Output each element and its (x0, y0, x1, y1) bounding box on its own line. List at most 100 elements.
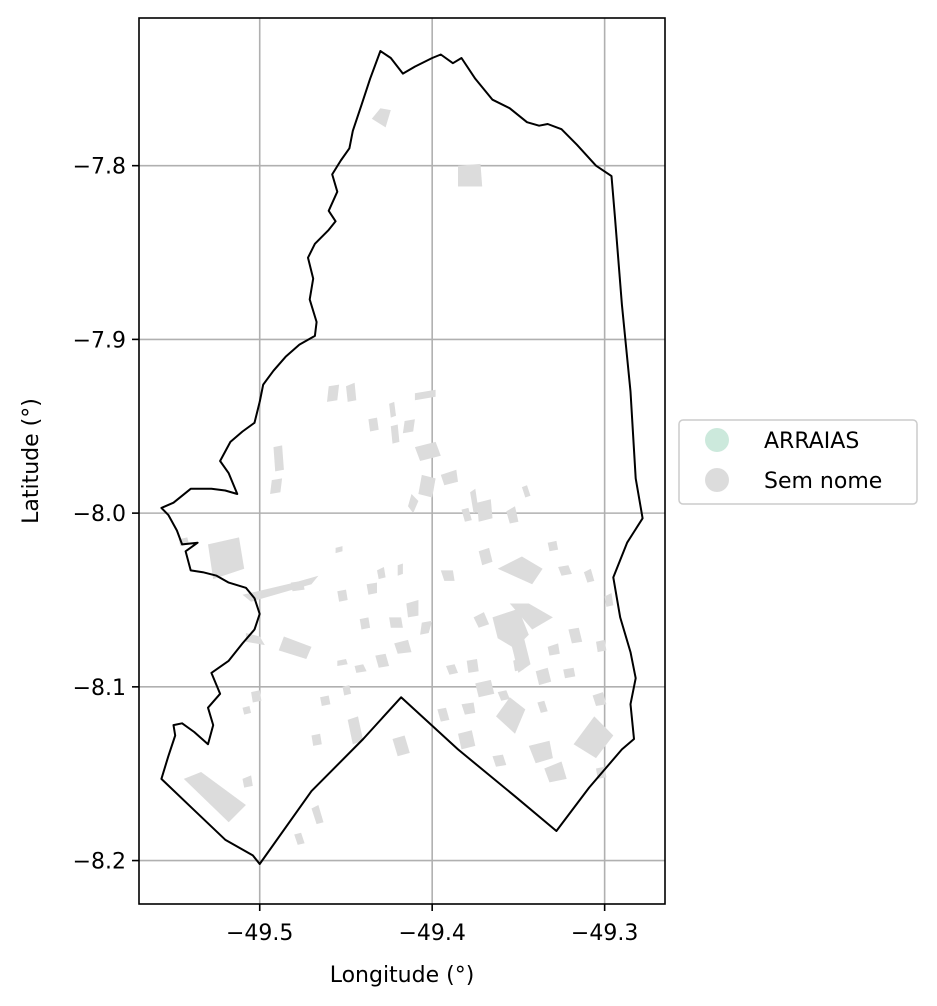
sem-nome-area (208, 537, 245, 580)
sem-nome-area (242, 775, 253, 788)
sem-nome-area (347, 716, 364, 745)
sem-nome-area (418, 474, 436, 498)
sem-nome-area (251, 690, 262, 703)
sem-nome-area (461, 702, 476, 715)
x-tick-label: −49.3 (571, 921, 638, 946)
sem-nome-area (377, 567, 386, 580)
y-tick-label: −8.2 (73, 850, 126, 875)
sem-nome-area (420, 620, 433, 635)
sem-nome-area (408, 494, 419, 514)
legend-frame (678, 419, 918, 505)
sem-nome-area (478, 547, 493, 566)
sem-nome-area (311, 733, 322, 746)
sem-nome-area (392, 735, 410, 757)
sem-nome-area (544, 761, 567, 783)
sem-nome-area (583, 568, 595, 583)
sem-nome-area (371, 108, 391, 128)
map-features (160, 50, 644, 865)
x-axis-label: Longitude (°) (330, 963, 475, 988)
x-tick-label: −49.5 (226, 921, 293, 946)
sem-nome-area (509, 629, 531, 673)
axis-ticks: −49.5 −49.4 −49.3 −7.8 −7.9 −8.0 −8.1 −8.2 (73, 155, 639, 946)
sem-nome-area (346, 382, 357, 402)
gridlines (139, 18, 665, 904)
sem-nome-area (477, 499, 493, 522)
legend-label-sem-nome: Sem nome (764, 469, 882, 494)
sem-nome-area (375, 653, 390, 668)
sem-nome-area (366, 582, 377, 595)
plot-frame (138, 17, 666, 905)
sem-nome-area (278, 636, 312, 659)
plot-area (139, 18, 665, 904)
x-tick-label: −49.4 (398, 921, 465, 946)
sem-nome-area (394, 639, 412, 654)
sem-nome-area (521, 485, 531, 498)
sem-nome-area (506, 506, 519, 524)
sem-nome-area (359, 617, 371, 630)
sem-nome-area (596, 639, 607, 653)
sem-nome-area (337, 589, 348, 602)
legend-marker-sem-nome (705, 468, 729, 492)
sem-nome-area (458, 730, 476, 750)
sem-nome-area (458, 163, 483, 187)
sem-nome-area (337, 659, 348, 666)
y-tick-label: −7.9 (73, 328, 126, 353)
sem-nome-area (509, 603, 553, 630)
sem-nome-area (290, 580, 305, 592)
sem-nome-area (406, 600, 419, 618)
legend-marker-arraias (705, 428, 729, 452)
sem-nome-area (604, 593, 614, 607)
sem-nome-area (497, 556, 543, 585)
sem-nome-area (414, 389, 436, 401)
sem-nome-area (475, 679, 495, 698)
sem-nome-area (563, 667, 576, 679)
sem-nome-area (354, 664, 367, 673)
sem-nome-area (547, 643, 560, 656)
sem-nome-area (294, 832, 305, 845)
sem-nome-area (446, 664, 458, 675)
sem-nome-area (335, 546, 343, 554)
sem-nome-area (342, 685, 352, 696)
sem-nome-area (389, 401, 396, 418)
sem-nome-area (273, 445, 284, 472)
sem-nome-area (528, 740, 553, 764)
sem-nome-area (327, 384, 340, 402)
sem-nome-area (390, 424, 400, 444)
sem-nome-area (440, 570, 455, 581)
sem-nome-area (513, 657, 524, 672)
sem-nome-area (492, 754, 507, 767)
legend-label-arraias: ARRAIAS (764, 429, 859, 454)
y-tick-label: −8.1 (73, 676, 126, 701)
sem-nome-area (270, 478, 283, 494)
sem-nome-area (437, 707, 450, 722)
sem-nome-area (245, 633, 265, 646)
sem-nome-area (573, 716, 614, 759)
sem-nome-area (496, 697, 526, 734)
sem-nome-area (592, 692, 607, 706)
sem-nome-area (547, 540, 559, 552)
sem-nome-area (368, 417, 379, 432)
sem-nome-area (440, 469, 458, 486)
y-tick-label: −7.8 (73, 155, 126, 180)
sem-nome-area (402, 419, 415, 434)
sem-nome-area (183, 772, 246, 823)
y-axis-label: Latitude (°) (19, 398, 44, 524)
sem-nome-area (568, 627, 583, 644)
sem-nome-area (397, 563, 403, 576)
sem-nome-area (242, 706, 252, 715)
sem-nome-area (473, 612, 490, 628)
sem-nome-area (461, 507, 472, 522)
sem-nome-area (537, 700, 548, 713)
municipality-boundary (160, 50, 644, 865)
legend: ARRAIAS Sem nome (678, 419, 918, 505)
sem-nome-area (466, 659, 479, 673)
sem-nome-area (497, 690, 510, 701)
y-tick-label: −8.0 (73, 502, 126, 527)
sem-nome-area (389, 617, 403, 628)
sem-nome-area (320, 695, 331, 706)
sem-nome-area (470, 488, 479, 514)
sem-nome-area (558, 565, 572, 576)
sem-nome-area (535, 667, 552, 686)
sem-nome-area (414, 441, 441, 461)
